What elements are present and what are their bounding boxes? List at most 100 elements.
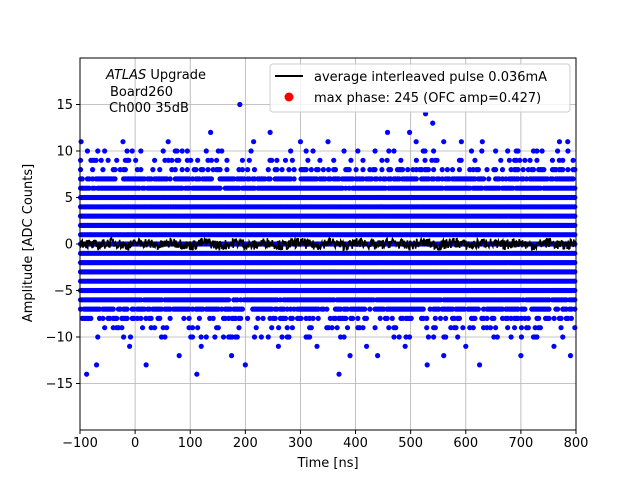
data-point [534,148,540,154]
data-point [208,176,215,182]
data-point [152,325,158,331]
data-point [534,334,540,340]
legend-dot-swatch [284,92,294,102]
data-point [275,343,281,349]
data-point [570,176,576,182]
data-point [518,325,525,331]
data-point [288,148,294,154]
data-point [546,315,552,321]
data-point [362,306,368,312]
data-point [472,157,478,163]
data-point [150,167,156,173]
data-point [424,325,430,331]
data-point [572,287,578,294]
data-point [203,148,209,154]
data-point [286,167,292,173]
data-point [265,334,271,340]
data-point [560,157,566,163]
data-point [458,157,464,163]
data-point [208,129,214,135]
data-point [157,167,163,173]
data-point [234,334,240,340]
data-point [572,260,578,266]
data-point [245,167,251,173]
x-tick-label: 100 [178,436,203,451]
data-point [78,139,84,145]
data-point [269,157,275,163]
data-point [188,157,194,163]
data-point [468,148,475,154]
data-point [253,325,259,331]
data-point [298,315,304,321]
data-point [291,167,297,173]
data-point [348,157,354,163]
data-point [133,157,139,163]
data-point [325,139,331,145]
data-point [251,139,257,145]
data-point [455,334,461,340]
data-point [511,325,518,331]
data-point [424,315,430,321]
annotation-channel: Ch000 35dB [109,101,189,116]
data-point [520,167,526,173]
data-point [350,315,356,321]
data-point [336,371,342,377]
data-point [119,325,125,331]
data-point [121,334,127,340]
legend: average interleaved pulse 0.036mA max ph… [269,63,571,113]
data-point [458,139,464,145]
data-point [237,101,243,108]
data-point [363,343,370,349]
legend-label-average: average interleaved pulse 0.036mA [314,70,547,85]
data-point [522,306,528,312]
data-point [422,148,428,154]
x-tick-label: 500 [398,436,423,451]
data-point [430,120,436,126]
data-point [315,167,321,173]
data-point [269,325,275,331]
data-point [198,343,204,349]
data-point [174,148,180,154]
data-point [491,315,497,321]
data-point [246,157,252,163]
data-point [398,157,404,163]
data-point [372,167,378,173]
data-point [138,167,144,173]
data-point [127,334,134,340]
data-point [572,278,578,284]
data-point [212,334,218,340]
x-tick-label: 200 [233,436,258,451]
data-point [443,334,449,340]
data-point [164,325,170,331]
data-point [572,204,578,210]
data-point [160,148,166,154]
data-point [527,157,533,163]
data-point [449,167,456,173]
data-point [93,362,100,368]
data-point [425,334,432,340]
data-point [475,306,481,312]
data-point [124,306,130,312]
data-point [384,129,391,135]
data-point [276,325,282,331]
data-point [400,167,406,173]
data-point [210,315,216,321]
data-point [226,297,232,303]
data-point [425,167,432,173]
data-point [274,157,280,163]
data-point [220,334,227,340]
data-point [484,315,490,321]
data-point [413,176,419,182]
data-point [560,334,566,340]
data-point [138,315,144,321]
y-tick-label: 5 [65,191,73,206]
data-point [525,325,531,331]
data-point [343,315,349,321]
data-point [487,325,494,331]
data-point [517,157,523,163]
data-point [484,167,490,173]
data-point [560,167,566,173]
data-point [493,148,499,154]
average-pulse-line [79,235,577,252]
data-point [386,148,392,154]
